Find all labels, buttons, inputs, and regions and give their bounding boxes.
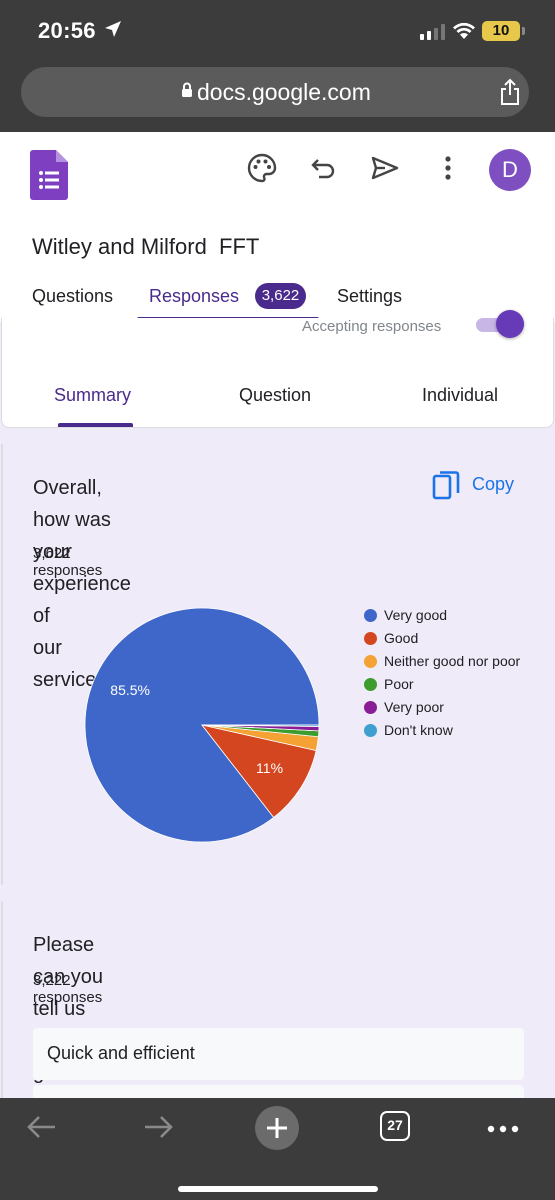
- chart-legend: Very good Good Neither good nor poor Poor Ve…: [364, 606, 544, 744]
- subtab-individual[interactable]: Individual: [422, 385, 499, 405]
- forms-header: D Witley and Milford FFT Questions Respo…: [0, 132, 555, 322]
- tab-switcher-button[interactable]: 27: [380, 1111, 410, 1141]
- status-time: 20:56: [38, 18, 96, 43]
- legend-swatch: [364, 701, 377, 714]
- subtab-summary[interactable]: Summary: [54, 385, 132, 405]
- avatar[interactable]: D: [489, 149, 531, 191]
- legend-label: Poor: [384, 676, 414, 692]
- tab-settings[interactable]: Settings: [337, 286, 403, 306]
- legend-label: Very good: [384, 607, 448, 623]
- forward-arrow-icon[interactable]: [143, 1112, 175, 1142]
- pie-label-very-good: 85.5%: [110, 682, 150, 698]
- legend-item-very-poor: Very poor: [364, 698, 544, 716]
- share-icon[interactable]: [499, 78, 521, 106]
- legend-swatch: [364, 632, 377, 645]
- legend-label: Neither good nor poor: [384, 653, 521, 669]
- legend-item-very-good: Very good: [364, 606, 544, 624]
- tab-questions[interactable]: Questions: [32, 286, 114, 306]
- plus-icon: [267, 1118, 287, 1138]
- legend-item-neither: Neither good nor poor: [364, 652, 544, 670]
- response-count: 3,622 responses: [33, 545, 103, 579]
- legend-label: Don't know: [384, 722, 453, 738]
- pie-chart: 85.5% 11%: [84, 607, 320, 843]
- question-title-line-2: our service?: [33, 637, 108, 691]
- copy-button[interactable]: Copy: [472, 474, 515, 494]
- response-count-reason: 3,222 responses: [33, 972, 103, 1006]
- legend-item-poor: Poor: [364, 675, 544, 693]
- battery-indicator: 10: [482, 21, 520, 41]
- battery-cap: [522, 27, 525, 35]
- tab-responses[interactable]: Responses: [149, 286, 240, 306]
- answer-item: Quick and efficient: [33, 1028, 524, 1080]
- question-card-experience: Overall, how was your experience of our …: [1, 444, 520, 885]
- undo-icon[interactable]: [308, 152, 340, 184]
- legend-swatch: [364, 724, 377, 737]
- home-indicator: [178, 1186, 378, 1192]
- legend-swatch: [364, 678, 377, 691]
- legend-item-dont-know: Don't know: [364, 721, 544, 739]
- responses-count-badge: 3,622: [255, 283, 306, 309]
- copy-icon[interactable]: [432, 471, 460, 501]
- subtab-active-indicator: [58, 423, 133, 427]
- toggle-knob[interactable]: [496, 310, 524, 338]
- legend-swatch: [364, 609, 377, 622]
- battery-level: 10: [492, 22, 510, 39]
- pie-label-good: 11%: [256, 760, 283, 776]
- pie-slice-dont-know: [201, 724, 320, 727]
- wifi-icon: [453, 22, 475, 39]
- accepting-responses-label: Accepting responses: [302, 318, 442, 335]
- subtab-question[interactable]: Question: [239, 385, 312, 405]
- new-tab-button[interactable]: [255, 1106, 299, 1150]
- legend-swatch: [364, 655, 377, 668]
- pie-slice-good: [201, 724, 317, 819]
- answer-text: Quick and efficient: [47, 1043, 195, 1063]
- url-text: docs.google.com: [197, 79, 371, 105]
- more-vert-icon[interactable]: [432, 152, 464, 184]
- palette-icon[interactable]: [246, 152, 278, 184]
- browser-bottom-toolbar: 27: [0, 1098, 555, 1200]
- question-title: Overall, how was your experience of our …: [33, 472, 131, 696]
- more-horiz-icon[interactable]: [487, 1125, 519, 1133]
- url-bar[interactable]: docs.google.com: [21, 67, 529, 117]
- browser-top-bar: 20:56 10 docs.google.com: [0, 0, 555, 132]
- legend-label: Good: [384, 630, 419, 646]
- status-bar: 20:56 10: [0, 0, 555, 62]
- question-title-line-1: Overall, how was your experience of: [33, 477, 131, 627]
- responses-summary-card: Accepting responses Summary Question Ind…: [1, 310, 554, 428]
- send-icon[interactable]: [369, 152, 401, 184]
- legend-label: Very poor: [384, 699, 444, 715]
- legend-item-good: Good: [364, 629, 544, 647]
- back-arrow-icon[interactable]: [25, 1112, 57, 1142]
- google-forms-logo-icon[interactable]: [30, 150, 68, 200]
- location-arrow-icon: [105, 21, 121, 37]
- lock-icon: [182, 82, 192, 97]
- cellular-signal-icon: [420, 24, 445, 40]
- form-title: Witley and Milford FFT: [32, 234, 260, 259]
